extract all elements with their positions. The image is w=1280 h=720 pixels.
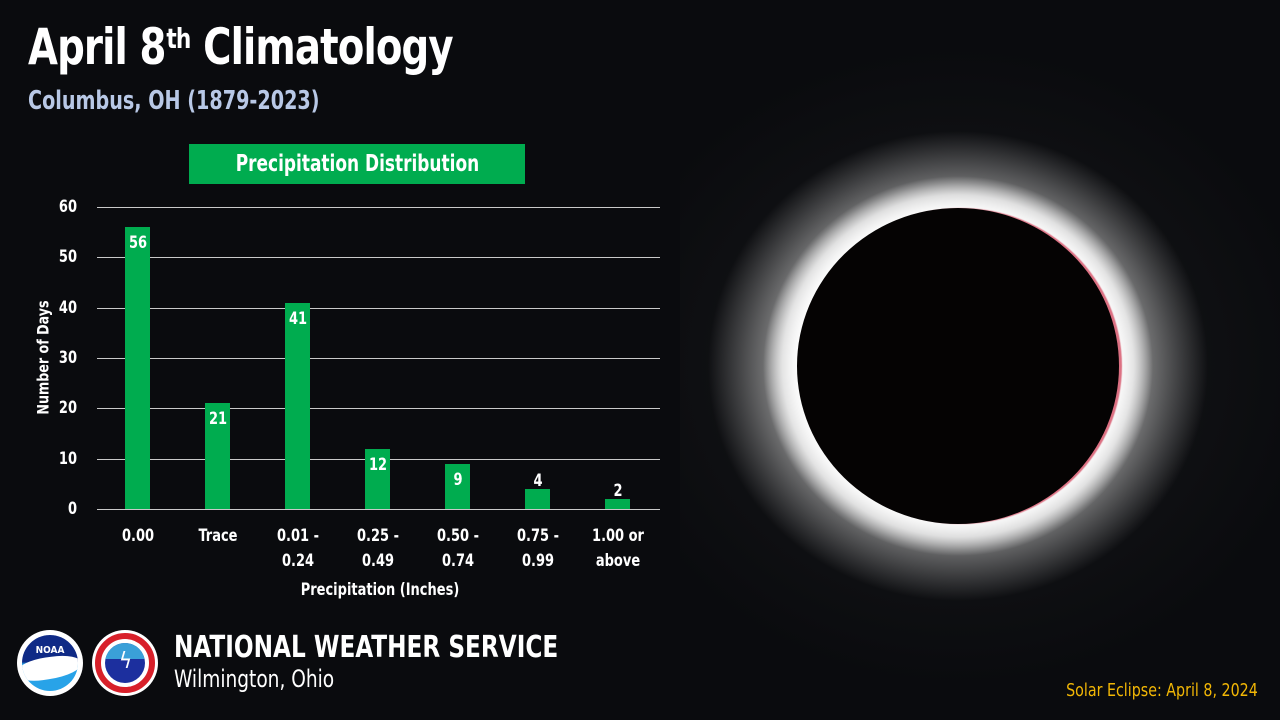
x-tick-line: 0.24 xyxy=(281,551,314,571)
y-tick-label: 60 xyxy=(58,197,77,217)
photo-caption: Solar Eclipse: April 8, 2024 xyxy=(1066,680,1258,701)
gridline xyxy=(97,408,660,410)
nws-logo: ϟ xyxy=(92,630,158,696)
chart-title: Precipitation Distribution xyxy=(189,144,525,184)
y-tick-label: 40 xyxy=(58,297,77,318)
org-name: NATIONAL WEATHER SERVICE xyxy=(174,630,559,665)
bar: 56 xyxy=(125,227,150,509)
gridline xyxy=(97,509,660,510)
x-tick-line: 0.75 - xyxy=(516,526,559,546)
chart-title-text: Precipitation Distribution xyxy=(235,151,479,177)
x-tick-label: 1.00 or above xyxy=(584,524,652,574)
lightning-icon: ϟ xyxy=(119,649,133,674)
noaa-logo: NOAA xyxy=(17,630,83,696)
page-title: April 8th Climatology xyxy=(28,18,454,76)
bar: 4 xyxy=(525,471,550,509)
bar: 12 xyxy=(365,448,390,509)
moon-disk xyxy=(797,208,1119,524)
gridline xyxy=(97,257,660,259)
bar-value-label: 21 xyxy=(208,409,227,430)
bar-value-label: 12 xyxy=(368,454,387,475)
x-tick-label: Trace xyxy=(184,524,252,549)
page-subtitle: Columbus, OH (1879-2023) xyxy=(28,86,320,116)
x-tick-label: 0.01 - 0.24 xyxy=(264,524,332,574)
x-tick-label: 0.75 - 0.99 xyxy=(504,524,572,574)
noaa-logo-text: NOAA xyxy=(35,645,65,656)
x-axis-label: Precipitation (Inches) xyxy=(300,580,460,600)
gridline xyxy=(97,207,660,208)
x-tick-label: 0.25 - 0.49 xyxy=(344,524,412,574)
title-main: April 8 xyxy=(28,18,166,76)
x-tick-line: 1.00 or xyxy=(591,526,644,546)
eclipse-photo xyxy=(680,0,1280,720)
y-tick-label: 10 xyxy=(58,448,77,469)
x-tick-line: Trace xyxy=(198,526,237,546)
x-tick-line: 0.01 - xyxy=(276,526,319,546)
gridline xyxy=(97,307,660,309)
bar-value-label: 41 xyxy=(288,308,307,329)
y-tick-label: 0 xyxy=(67,499,77,519)
bar: 21 xyxy=(205,403,230,509)
office-name: Wilmington, Ohio xyxy=(174,665,335,693)
x-tick-line: 0.74 xyxy=(441,551,474,571)
x-tick-line: 0.25 - xyxy=(356,526,399,546)
x-tick-line: 0.50 - xyxy=(436,526,479,546)
title-superscript: th xyxy=(166,22,191,55)
x-tick-line: above xyxy=(595,551,640,571)
bar: 9 xyxy=(445,463,470,509)
bar: 2 xyxy=(605,481,630,509)
x-tick-label: 0.00 xyxy=(104,524,172,549)
x-tick-line: 0.99 xyxy=(521,551,554,571)
title-rest: Climatology xyxy=(190,18,454,76)
x-tick-label: 0.50 - 0.74 xyxy=(424,524,492,574)
bar-value-label: 4 xyxy=(532,470,543,491)
bar-value-label: 56 xyxy=(128,233,147,254)
bar-value-label: 9 xyxy=(452,469,463,490)
bar-chart-plot: 0 10 20 30 40 50 60 56 0.00 21 Trace 41 0.01 - 0.24 12… xyxy=(59,197,660,571)
x-tick-line: 0.00 xyxy=(121,526,154,546)
bar-value-label: 2 xyxy=(612,480,623,501)
gridline xyxy=(97,358,660,359)
y-tick-label: 30 xyxy=(58,348,77,368)
y-tick-label: 50 xyxy=(58,247,77,268)
x-tick-line: 0.49 xyxy=(361,551,394,571)
bar: 41 xyxy=(285,302,310,509)
y-tick-label: 20 xyxy=(58,398,77,419)
